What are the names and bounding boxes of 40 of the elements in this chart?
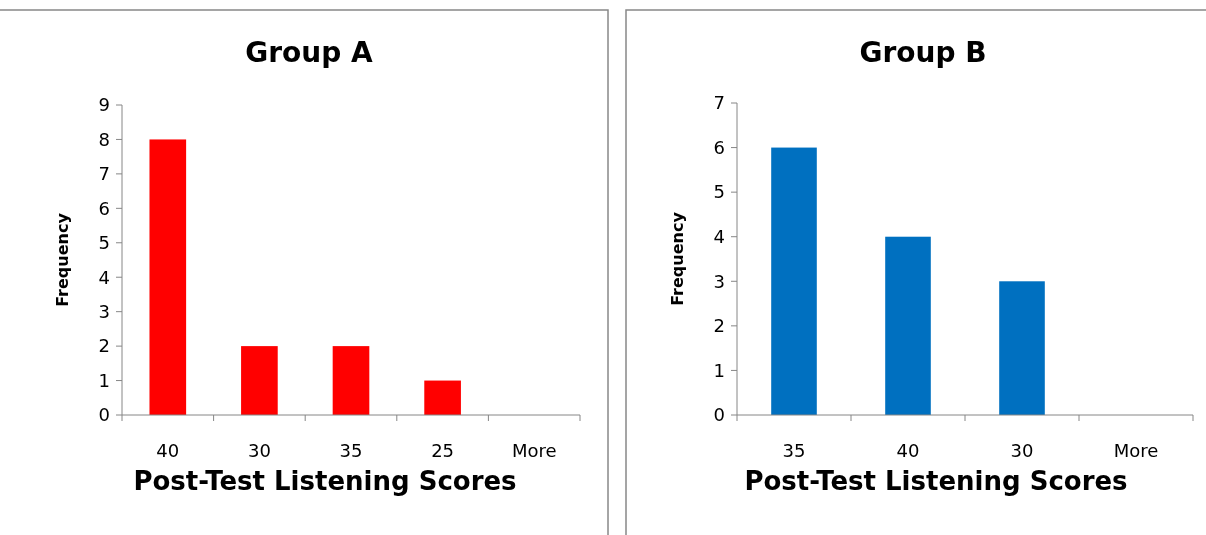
y-tick-label: 8 — [98, 128, 110, 150]
bar — [424, 380, 461, 415]
y-tick-label: 1 — [98, 369, 110, 391]
x-tick-label: 30 — [247, 440, 271, 461]
x-tick-label: 35 — [339, 440, 363, 461]
bar — [332, 346, 370, 415]
y-tick-label: 5 — [98, 232, 110, 254]
x-tick-label: More — [1113, 440, 1159, 461]
x-tick-label: 40 — [156, 440, 180, 461]
y-tick-label: 1 — [713, 359, 725, 381]
x-tick-label: 40 — [896, 440, 920, 461]
y-tick-label: 5 — [713, 181, 725, 203]
y-tick-label: 4 — [98, 266, 110, 288]
chart-title: Group B — [859, 36, 987, 69]
x-axis-title: Post-Test Listening Scores — [744, 466, 1128, 496]
bar — [149, 139, 187, 415]
y-axis-title: Frequency — [668, 211, 687, 306]
y-tick-label: 3 — [713, 270, 725, 292]
y-tick-label: 3 — [98, 300, 110, 322]
y-tick-label: 9 — [98, 94, 110, 116]
x-axis-title: Post-Test Listening Scores — [133, 466, 517, 496]
bar — [885, 236, 931, 415]
bar — [999, 281, 1045, 415]
y-tick-label: 7 — [98, 163, 110, 185]
bar — [241, 346, 278, 415]
x-tick-label: 35 — [782, 440, 806, 461]
chart-title: Group A — [245, 36, 374, 69]
y-tick-label: 6 — [98, 197, 110, 219]
x-tick-label: 30 — [1010, 440, 1034, 461]
y-tick-label: 7 — [713, 92, 725, 114]
y-tick-label: 0 — [98, 404, 110, 426]
y-tick-label: 4 — [713, 226, 725, 248]
y-tick-label: 6 — [713, 136, 725, 158]
bar — [771, 147, 817, 415]
y-tick-label: 0 — [713, 404, 725, 426]
y-tick-label: 2 — [713, 315, 725, 337]
x-tick-label: 25 — [431, 440, 455, 461]
x-tick-label: More — [511, 440, 557, 461]
y-axis-title: Frequency — [53, 212, 72, 307]
y-tick-label: 2 — [98, 335, 110, 357]
